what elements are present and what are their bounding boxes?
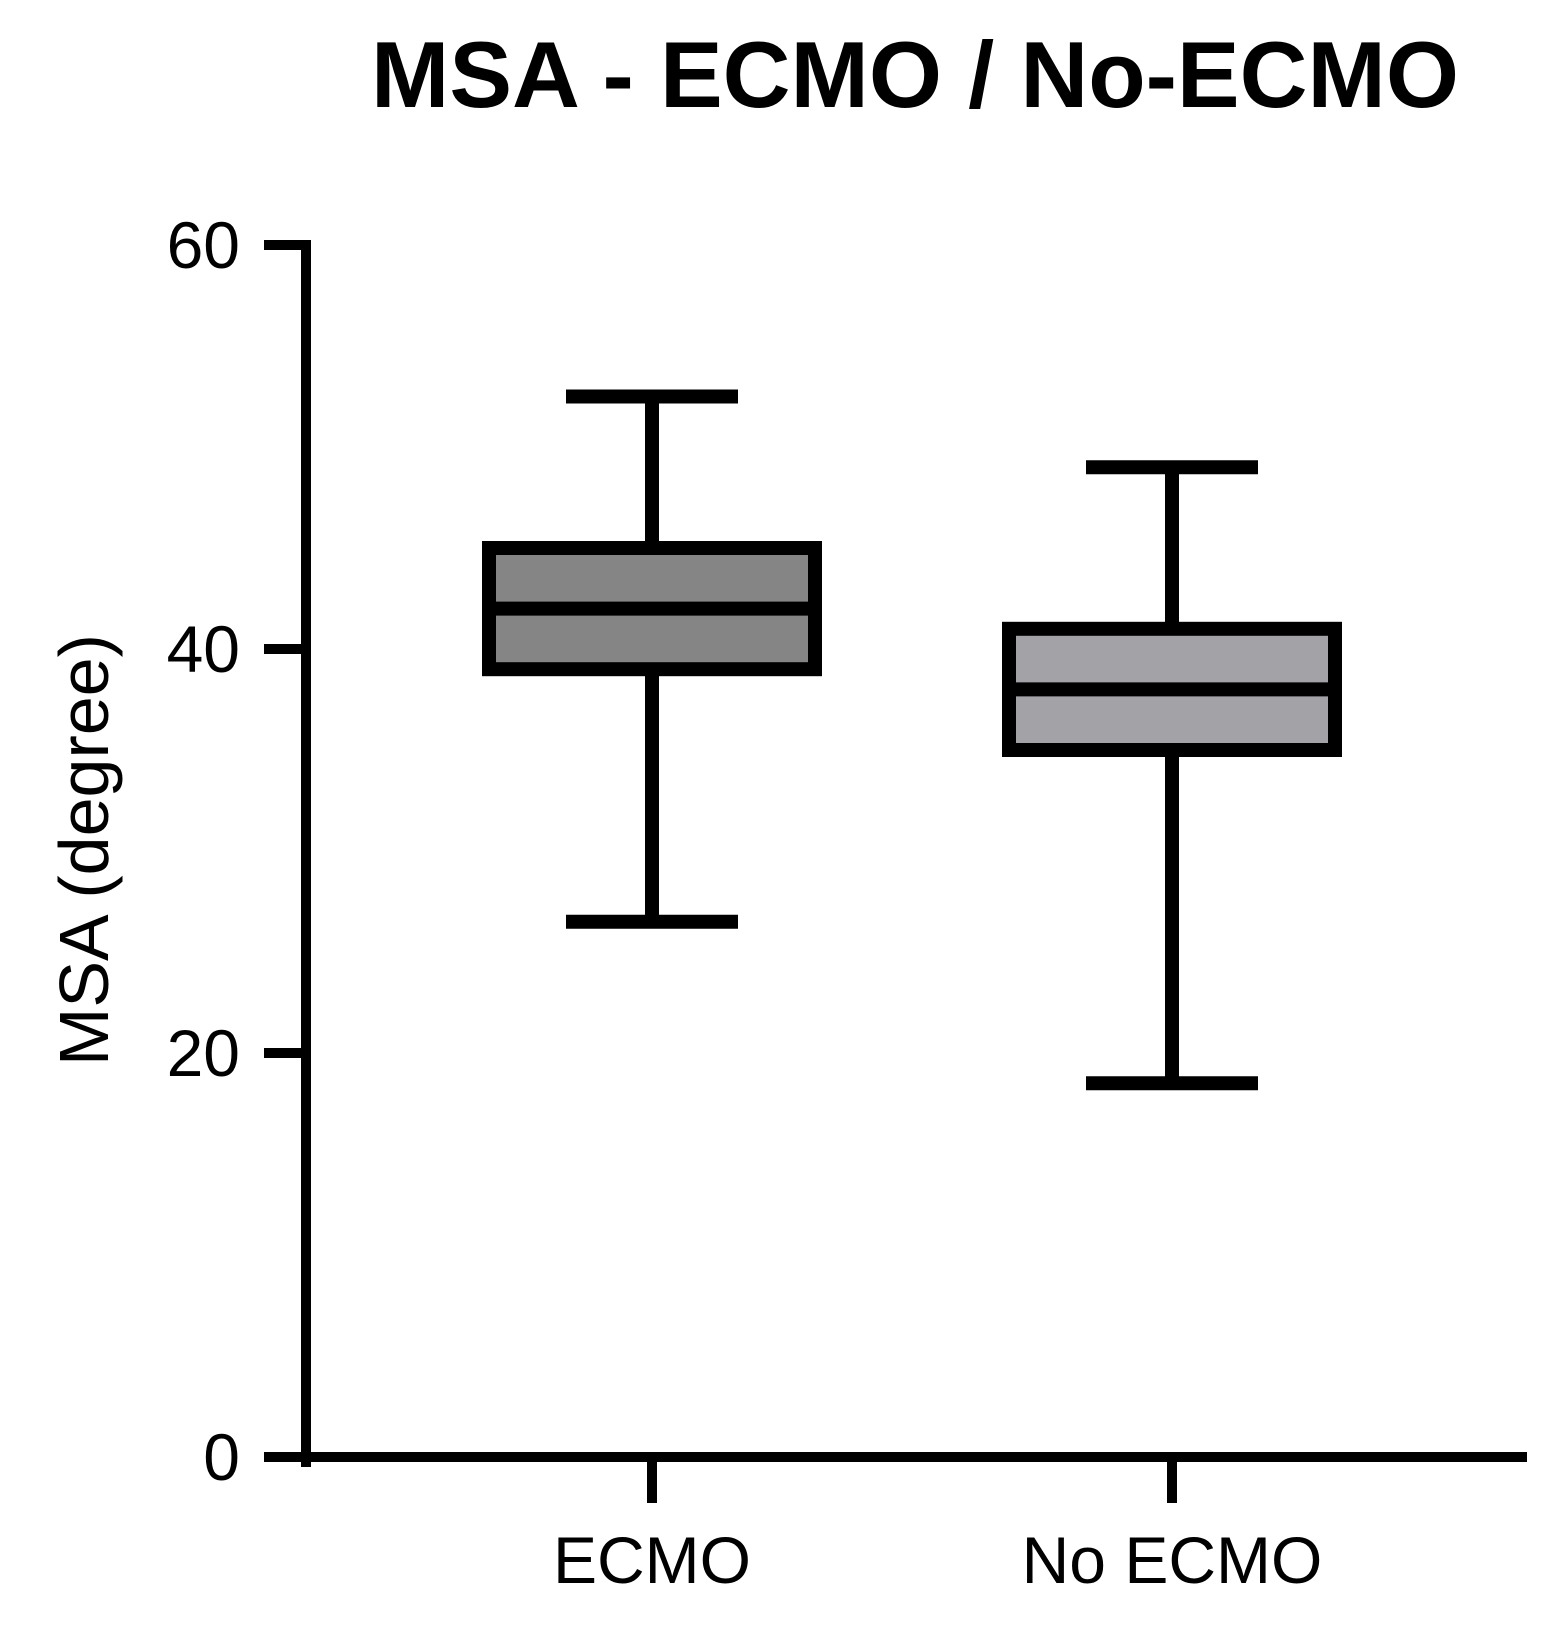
x-tick-label: No ECMO: [1022, 1523, 1323, 1597]
y-tick-label: 0: [203, 1420, 240, 1494]
box-plots: [482, 389, 1342, 1091]
x-tick-label: ECMO: [553, 1523, 751, 1597]
y-tick-label: 60: [167, 208, 240, 282]
y-axis-label: MSA (degree): [45, 634, 123, 1066]
box-no-ecmo: [1002, 460, 1342, 1091]
y-tick-label: 20: [167, 1016, 240, 1090]
box-ecmo: [482, 389, 822, 929]
chart-title: MSA - ECMO / No-ECMO: [371, 22, 1459, 127]
x-axis-ticks: ECMO No ECMO: [553, 1457, 1322, 1597]
y-axis-ticks: 0 20 40 60: [167, 208, 306, 1494]
y-tick-label: 40: [167, 612, 240, 686]
